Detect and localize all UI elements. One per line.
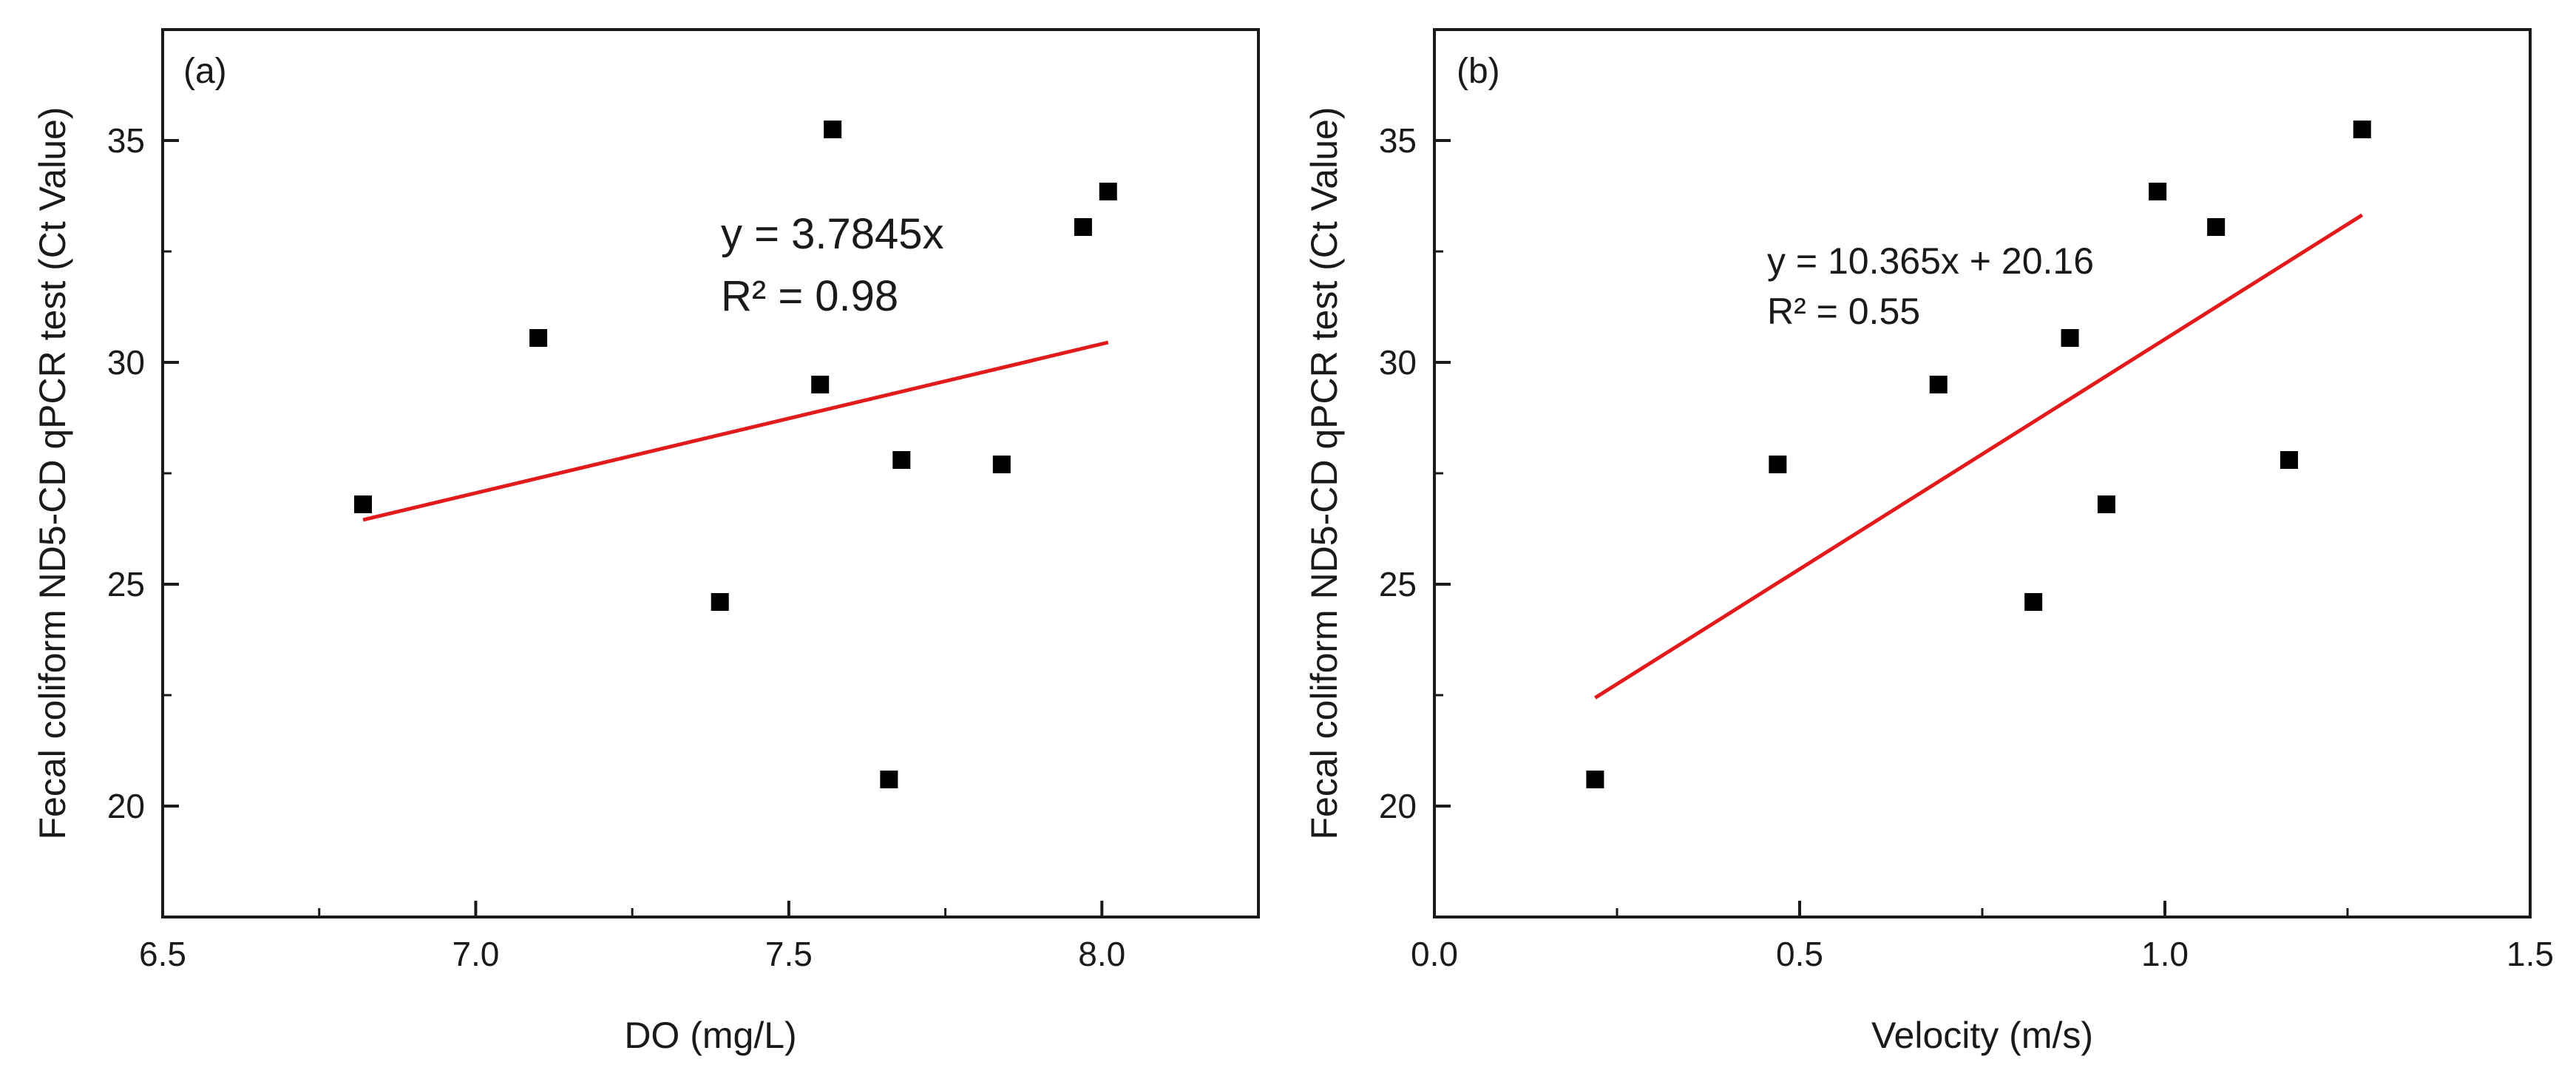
x-tick-label: 0.0 (1411, 935, 1458, 973)
trendline-b (1594, 213, 2364, 700)
x-tick-label: 1.0 (2141, 935, 2189, 973)
data-point (2024, 593, 2043, 611)
x-tick-label: 8.0 (1078, 935, 1125, 973)
x-tick-label: 7.5 (765, 935, 813, 973)
data-point (2097, 495, 2115, 513)
data-point (1074, 218, 1092, 236)
data-point (1099, 183, 1117, 200)
y-tick-label: 30 (1379, 343, 1417, 382)
y-tick-label: 20 (1379, 787, 1417, 825)
data-point (711, 593, 729, 611)
data-point (892, 451, 911, 469)
y-axis-label-b: Fecal coliform ND5-CD qPCR test (Ct Valu… (1304, 107, 1345, 840)
y-axis-label-a: Fecal coliform ND5-CD qPCR test (Ct Valu… (32, 107, 73, 840)
plot-frame-a (161, 28, 1260, 918)
data-point (824, 121, 842, 138)
data-point (2280, 451, 2298, 469)
y-tick-label: 35 (1379, 121, 1417, 160)
ticks-b: 0.0 0.5 1.0 1.5 20 25 30 35 (1379, 28, 2554, 973)
data-point (1929, 376, 1948, 393)
y-tick-label: 25 (107, 565, 145, 603)
panel-label-a: (a) (183, 52, 227, 91)
trendline-a (362, 340, 1109, 522)
data-point (1769, 456, 1787, 473)
y-tick-label: 20 (107, 787, 145, 825)
points-b (1586, 121, 2371, 788)
equation-b: y = 10.365x + 20.16 (1767, 240, 2094, 282)
x-axis-label-b: Velocity (m/s) (1871, 1015, 2093, 1056)
panel-label-b: (b) (1457, 52, 1500, 91)
panel-a: 6.5 7.0 7.5 8.0 20 25 30 35 (a) y = 3.7845x R² … (32, 28, 1260, 1056)
x-axis-label-a: DO (mg/L) (624, 1015, 796, 1056)
r2-label-a: R² = 0.98 (721, 272, 898, 320)
equation-a: y = 3.7845x (721, 210, 944, 258)
data-point (2149, 183, 2167, 200)
points-a (353, 121, 1117, 788)
data-point (880, 771, 898, 788)
ticks-a: 6.5 7.0 7.5 8.0 20 25 30 35 (107, 28, 1125, 973)
x-tick-label: 1.5 (2506, 935, 2554, 973)
data-point (529, 329, 548, 347)
data-point (353, 495, 372, 513)
x-tick-label: 7.0 (452, 935, 499, 973)
data-point (2061, 329, 2079, 347)
x-tick-label: 0.5 (1776, 935, 1823, 973)
x-tick-label: 6.5 (139, 935, 186, 973)
data-point (2353, 121, 2371, 138)
r2-label-b: R² = 0.55 (1767, 291, 1920, 332)
data-point (992, 456, 1011, 473)
y-tick-label: 30 (107, 343, 145, 382)
data-point (1586, 771, 1604, 788)
data-point (811, 376, 830, 393)
y-tick-label: 25 (1379, 565, 1417, 603)
data-point (2207, 218, 2226, 236)
panel-b: 0.0 0.5 1.0 1.5 20 25 30 35 (b) y = 10.365x + 2… (1304, 28, 2554, 1056)
y-tick-label: 35 (107, 121, 145, 160)
